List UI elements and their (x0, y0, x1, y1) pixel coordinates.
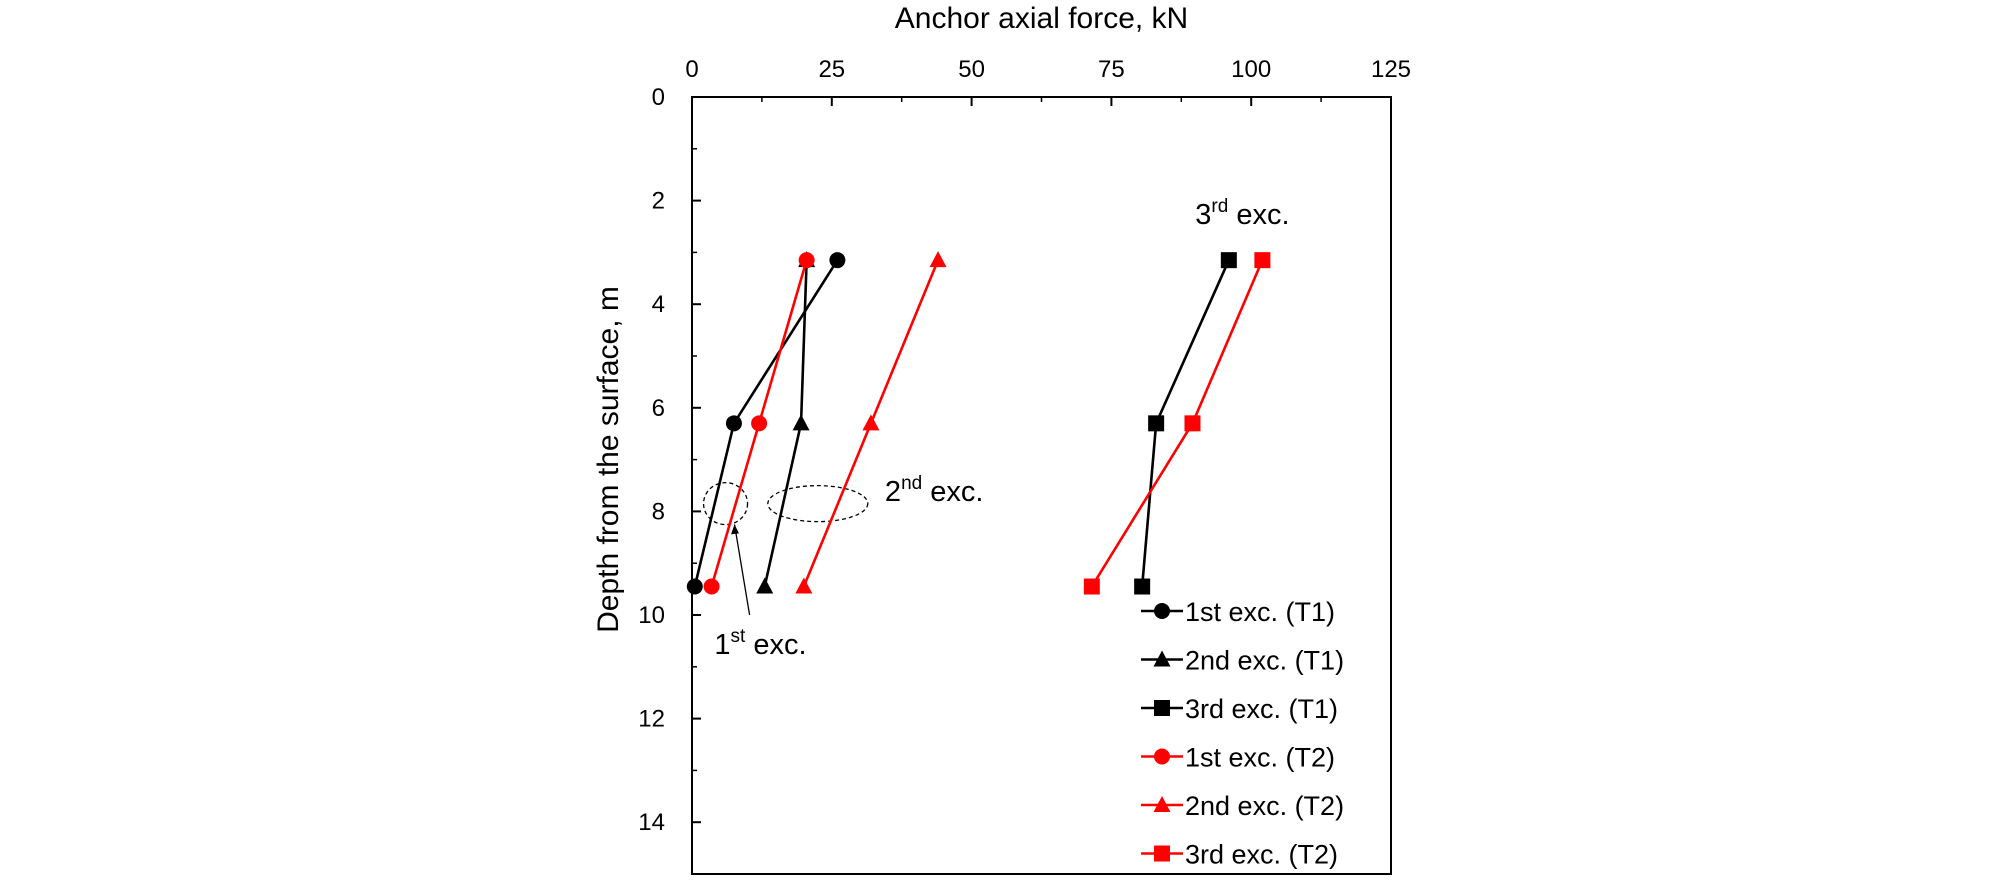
x-tick-label: 0 (685, 56, 698, 83)
data-point (1184, 415, 1201, 432)
x-tick-label: 125 (1371, 56, 1411, 83)
data-point (862, 414, 880, 431)
data-point (725, 415, 742, 432)
series-0 (686, 252, 846, 595)
legend-entry: 1st exc. (T1) (1141, 597, 1335, 627)
legend-label: 1st exc. (T1) (1185, 597, 1335, 627)
x-axis-title: Anchor axial force, kN (895, 2, 1188, 35)
data-point (798, 252, 815, 269)
series-line (1090, 259, 1264, 588)
legend-label: 3rd exc. (T1) (1185, 694, 1338, 724)
x-tick-label: 25 (818, 56, 845, 83)
y-tick-label: 2 (652, 188, 665, 215)
annotations: 1st exc. 2nd exc. 3rd exc. (714, 196, 1289, 661)
legend-entry: 3rd exc. (T2) (1141, 840, 1338, 870)
legend-marker (1154, 845, 1170, 862)
legend-marker (1154, 603, 1170, 619)
y-tick-label: 6 (652, 395, 665, 422)
annotation-2: 3rd exc. (1195, 196, 1289, 231)
data-point (795, 577, 813, 594)
legend-marker (1154, 700, 1170, 716)
x-tick-label: 100 (1231, 56, 1271, 83)
x-tick-label: 50 (958, 56, 985, 83)
arrow-head (730, 524, 739, 535)
legend-label: 3rd exc. (T2) (1185, 840, 1338, 870)
data-point (703, 578, 720, 595)
y-tick-label: 0 (652, 84, 665, 111)
x-tick-label: 75 (1098, 56, 1125, 83)
data-point (686, 578, 703, 595)
legend-label: 2nd exc. (T1) (1185, 646, 1344, 676)
legend-marker (1153, 650, 1171, 667)
legend-entry: 1st exc. (T2) (1141, 743, 1335, 773)
data-point (1220, 252, 1237, 269)
y-tick-label: 10 (638, 602, 665, 629)
y-tick-label: 4 (652, 291, 665, 318)
legend-entry: 3rd exc. (T1) (1141, 694, 1338, 724)
legend-entry: 2nd exc. (T1) (1141, 646, 1344, 676)
plot-marks (686, 251, 1271, 595)
legend-label: 1st exc. (T2) (1185, 743, 1335, 773)
annotation-0: 1st exc. (714, 626, 806, 661)
data-point (1148, 415, 1165, 432)
y-axis-title: Depth from the surface, m (592, 286, 625, 633)
data-point (929, 251, 947, 268)
legend: 1st exc. (T1) 2nd exc. (T1) 3rd exc. (T1) 1… (1141, 597, 1344, 870)
data-point (1254, 252, 1271, 269)
data-point (1134, 578, 1151, 595)
second-exc-ellipse (767, 484, 869, 523)
data-point (756, 577, 774, 594)
data-point (1083, 578, 1100, 595)
series-5 (1083, 252, 1271, 595)
data-point (829, 252, 846, 269)
y-tick-label: 12 (638, 706, 665, 733)
legend-label: 2nd exc. (T2) (1185, 791, 1344, 821)
series-3 (703, 252, 815, 595)
data-point (792, 414, 810, 431)
series-4 (795, 251, 947, 594)
legend-marker (1153, 796, 1171, 812)
first-exc-ellipse (702, 481, 749, 526)
legend-marker (1154, 748, 1170, 765)
annotation-1: 2nd exc. (885, 473, 984, 508)
legend-entry: 2nd exc. (T2) (1141, 791, 1344, 821)
series-2 (1134, 252, 1237, 595)
y-tick-label: 14 (638, 809, 665, 836)
y-tick-label: 8 (652, 498, 665, 525)
axes: 0 25 50 75 100 125 0 2 4 6 8 10 12 14 (638, 56, 1411, 836)
annotation-arrow (733, 524, 751, 616)
data-point (751, 415, 768, 432)
